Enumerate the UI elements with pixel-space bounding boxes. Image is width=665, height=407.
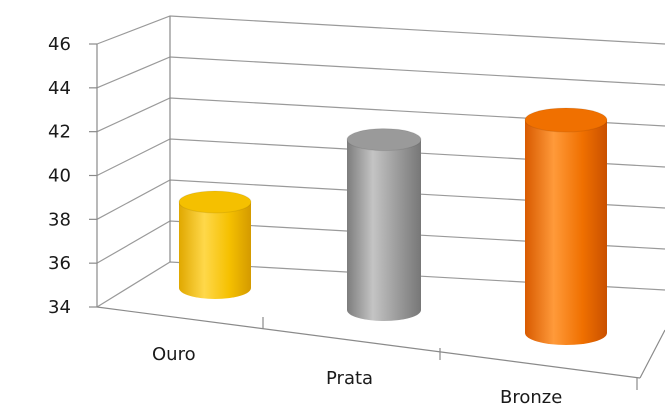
y-tick-label: 42 [48,122,71,143]
bars [178,107,608,345]
gridline-44 [96,56,665,89]
y-tick-label: 38 [48,209,71,230]
bar-ouro [178,190,252,299]
bar-top [346,128,422,152]
y-tick-label: 36 [48,253,71,274]
bar-body [347,139,421,321]
bar-top [524,107,608,133]
bar-prata [346,128,422,321]
gridline-46 [96,15,665,45]
x-axis-category-labels: Ouro Prata Bronze [152,344,562,407]
axes [89,16,665,390]
y-tick-label: 46 [48,34,71,55]
bar-body [525,120,607,345]
bar-body [179,202,251,299]
bar-top [178,190,252,214]
y-axis-tick-labels: 34 36 38 40 42 44 46 [48,34,71,318]
y-tick-label: 44 [48,78,71,99]
category-label: Prata [326,368,373,389]
x-axis-line [96,306,641,379]
category-label: Bronze [500,387,562,407]
y-tick-label: 34 [48,297,71,318]
y-tick-label: 40 [48,166,71,187]
category-label: Ouro [152,344,196,365]
bar-bronze [524,107,608,345]
floor-right-edge [639,329,665,379]
